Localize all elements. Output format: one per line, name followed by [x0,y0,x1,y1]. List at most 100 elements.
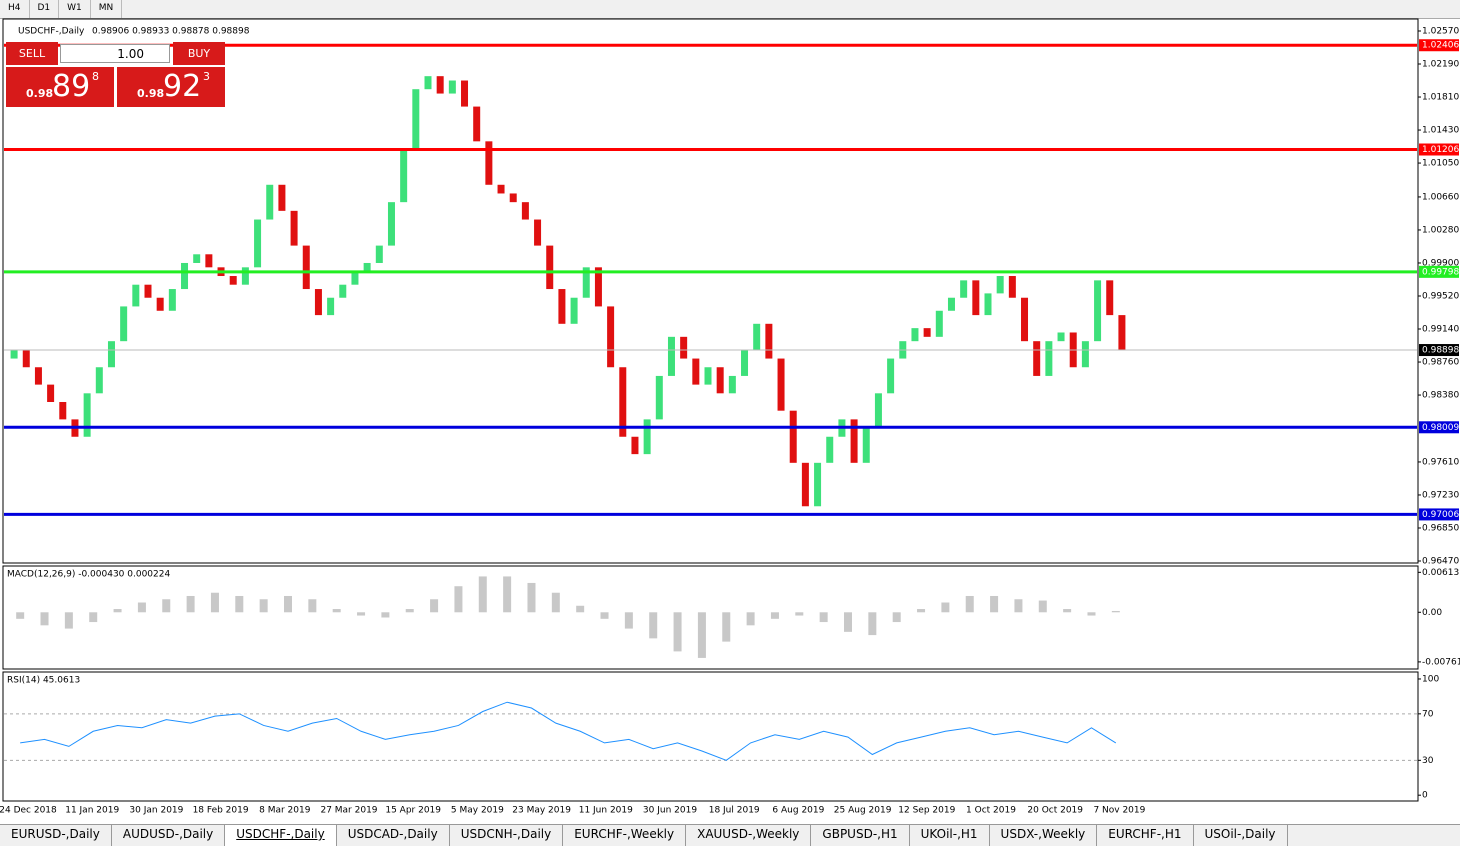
x-tick-label: 18 Feb 2019 [193,806,249,816]
macd-bar [284,595,292,613]
x-tick-label: 11 Jun 2019 [579,806,633,816]
chart-tab[interactable]: USDX-,Weekly [990,825,1098,846]
candle [412,89,420,151]
macd-bar [308,599,317,613]
candle [887,358,895,394]
macd-bar [795,612,804,616]
buy-button[interactable]: BUY [173,42,225,65]
candle [923,328,931,337]
macd-bar [1111,610,1120,613]
candle [594,267,602,307]
y-tick-label: 0.00613 [1422,568,1459,578]
chart-tab[interactable]: EURCHF-,H1 [1097,825,1194,846]
y-tick-label: 0.99520 [1422,291,1459,301]
macd-bar [64,612,73,629]
y-tick-label: 30 [1422,756,1434,766]
candle [448,80,456,94]
candle [168,289,176,311]
chart-tab[interactable]: XAUUSD-,Weekly [686,825,812,846]
timeframe[interactable]: H4 [0,0,30,18]
candle [1106,280,1114,316]
y-tick-label: 0.00 [1422,608,1442,618]
candle [935,310,943,337]
symbol: USDCHF-,Daily [18,27,85,37]
chart-tab[interactable]: USOil-,Daily [1194,825,1288,846]
y-tick-label: 0.96470 [1422,557,1459,567]
timeframe[interactable]: MN [91,0,123,18]
macd-bar [210,592,219,613]
x-tick-label: 30 Jun 2019 [643,806,697,816]
sell-sup: 8 [92,70,99,83]
candle [704,367,712,385]
candle [716,367,724,394]
candle [1118,315,1126,351]
rsi-line [20,701,1117,761]
macd-bar [673,612,682,652]
x-tick-label: 30 Jan 2019 [129,806,183,816]
y-tick-label: 100 [1422,674,1439,684]
sell-big: 89 [52,69,91,104]
x-tick-label: 25 Aug 2019 [834,806,892,816]
trade-panel: SELL 1.00 BUY 0.98 89 8 0.98 92 3 [6,42,226,108]
candle [655,375,663,420]
chart-tab[interactable]: AUDUSD-,Daily [112,825,226,846]
macd-bar [917,609,926,613]
y-tick-label: 70 [1422,709,1434,719]
candle [193,254,201,263]
buy-big: 92 [163,69,202,104]
timeframe[interactable]: W1 [59,0,91,18]
candle [351,271,359,285]
macd-bar [186,595,195,613]
candle [789,410,797,463]
x-tick-label: 6 Aug 2019 [772,806,824,816]
x-tick-label: 27 Mar 2019 [320,806,377,816]
candle [947,297,955,311]
candle [607,306,615,368]
x-tick-label: 7 Nov 2019 [1093,806,1145,816]
candle [1094,280,1102,342]
candle [327,297,335,316]
candle [339,284,347,298]
timeframe[interactable]: D1 [30,0,60,18]
candle [144,284,152,298]
candle [254,219,262,268]
sell-button[interactable]: SELL [6,42,58,65]
chart-tab[interactable]: USDCNH-,Daily [450,825,564,846]
rsi-frame [2,671,1419,802]
level-box [1419,508,1459,521]
chart-tab[interactable]: USDCAD-,Daily [337,825,450,846]
candle [728,375,736,394]
level-label: 0.99798 [1422,267,1459,277]
macd-bar [576,605,585,613]
chart-tab[interactable]: GBPUSD-,H1 [811,825,910,846]
macd-bar [503,576,512,613]
macd-bar [551,592,560,613]
macd-bar [892,612,901,623]
macd-title: MACD(12,26,9) -0.000430 0.000224 [7,570,170,580]
candle [497,184,505,194]
candle [631,436,639,455]
chart-tab[interactable]: EURCHF-,Weekly [563,825,687,846]
buy-sup: 3 [203,70,210,83]
level-box [1419,265,1459,278]
candle [972,280,980,316]
candle [461,80,469,107]
rsi-title: RSI(14) 45.0613 [7,676,80,686]
candle [509,193,517,203]
y-tick-label: 1.01430 [1422,126,1459,136]
lot-input[interactable]: 1.00 [60,44,170,63]
candle [619,367,627,437]
macd-bar [722,612,731,642]
chart-tab[interactable]: UKOil-,H1 [910,825,990,846]
candle [680,336,688,359]
buy-price[interactable]: 0.98 92 3 [117,67,225,107]
y-tick-label: 1.00280 [1422,225,1459,235]
macd-bar [1063,609,1072,613]
x-tick-label: 15 Apr 2019 [385,806,441,816]
candle [667,336,675,376]
chart-tab[interactable]: USDCHF-,Daily [225,825,337,846]
sell-price[interactable]: 0.98 89 8 [6,67,114,107]
chart-tab[interactable]: EURUSD-,Daily [0,825,112,846]
